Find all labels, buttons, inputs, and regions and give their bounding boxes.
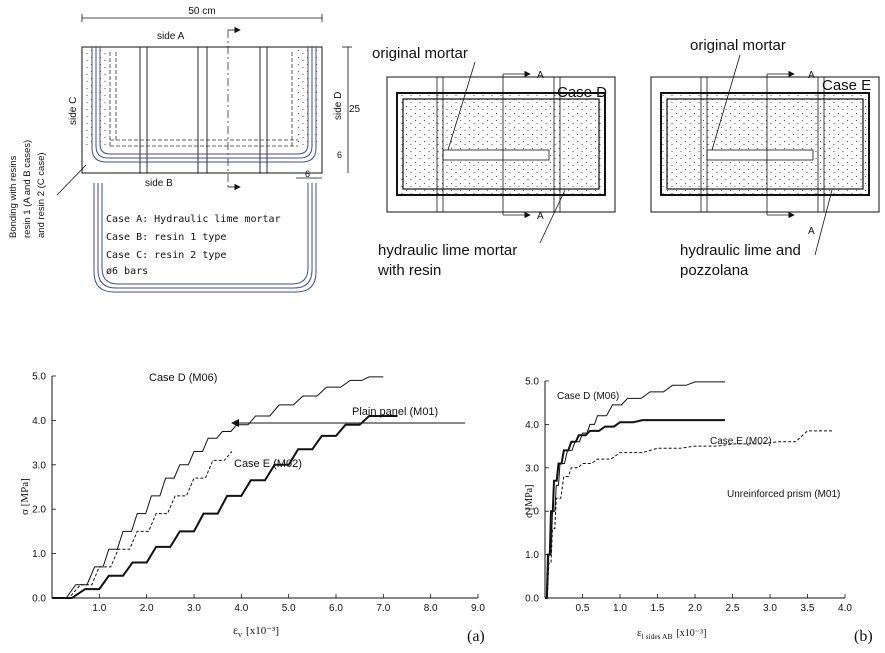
chart-b-annotation-unreinforced: Unreinforced prism (M01) [727, 489, 840, 500]
chart-b-x-tick-label: 1.0 [613, 603, 627, 614]
chart-a-series-1 [52, 451, 233, 599]
chart-a: 0.0 1.0 2.0 3.0 4.0 5.0 1.0 2.0 3.0 4.0 5.0 6.0 7.0 8… [19, 372, 485, 646]
case-b-label: Case B: resin 1 type [106, 232, 226, 243]
chart-b-x-tick-label: 4.0 [838, 603, 852, 614]
dim-height-label: 25 [349, 104, 361, 115]
side-c-label: side C [68, 97, 79, 125]
chart-a-panel-label: (a) [467, 628, 485, 645]
section-d-case-label: Case D [557, 84, 607, 101]
chart-b-x-tick-label: 2.0 [688, 603, 702, 614]
chart-b-ylabel: σ [MPa] [524, 485, 535, 518]
chart-b-series-0 [545, 381, 725, 599]
section-e-original-mortar: original mortar [690, 37, 786, 54]
side-d-label: side D [333, 92, 344, 120]
chart-b-xlabel: εl sides AB [x10⁻³] [637, 627, 706, 641]
chart-a-x-tick-label: 5.0 [282, 603, 296, 614]
chart-b-annotation-case-d: Case D (M06) [557, 391, 619, 402]
chart-b-series-1 [545, 419, 725, 599]
chart-b-x-tick-label: 3.0 [763, 603, 777, 614]
chart-b-annotation-case-e: Case E (M02) [710, 436, 772, 447]
side-a-label: side A [157, 31, 185, 42]
chart-a-annotation-plain: Plain panel (M01) [352, 406, 438, 418]
chart-a-series-2 [52, 415, 398, 599]
section-d-fill-2: with resin [377, 262, 441, 279]
chart-a-x-tick-label: 8.0 [424, 603, 438, 614]
bonding-text-2: resin 1 (A and B cases) [22, 140, 33, 238]
section-case-d: A A original mortar Case D hydraulic lim… [372, 45, 616, 279]
chart-a-x-tick-label: 1.0 [92, 603, 106, 614]
section-case-e: A A original mortar Case E hydraulic lim… [650, 37, 880, 279]
case-c-label: Case C: resin 2 type [106, 250, 226, 261]
chart-a-x-tick-label: 7.0 [376, 603, 390, 614]
case-a-label: Case A: Hydraulic lime mortar [106, 214, 281, 225]
chart-a-xlabel: εv [x10⁻³] [233, 623, 279, 639]
section-d-a-top: A [537, 70, 544, 81]
section-e-a-top: A [808, 70, 815, 81]
chart-a-x-tick-label: 6.0 [329, 603, 343, 614]
chart-b-y-tick-label: 0.0 [525, 594, 539, 605]
section-d-original-mortar: original mortar [372, 45, 468, 62]
chart-a-y-tick-label: 5.0 [32, 372, 46, 383]
chart-a-x-tick-label: 2.0 [140, 603, 154, 614]
chart-b-y-tick-label: 2.0 [525, 507, 539, 518]
chart-a-y-tick-label: 3.0 [32, 460, 46, 471]
side-b-label: side B [145, 178, 173, 189]
chart-a-x-tick-label: 9.0 [471, 603, 485, 614]
section-d-a-bottom: A [537, 211, 544, 222]
chart-b-y-tick-label: 5.0 [525, 377, 539, 388]
bonding-text-3: and resin 2 (C case) [36, 152, 47, 238]
chart-a-y-tick-label: 2.0 [32, 505, 46, 516]
section-d-fill-1: hydraulic lime mortar [378, 242, 517, 259]
reinforcement-sketch: 50 cm side A side B side C side D 25 6 6 [8, 6, 361, 293]
chart-b-x-tick-label: 3.5 [801, 603, 815, 614]
chart-b-x-tick-label: 1.5 [651, 603, 665, 614]
chart-b-x-tick-label: 2.5 [726, 603, 740, 614]
chart-b-y-tick-label: 4.0 [525, 420, 539, 431]
section-e-case-label: Case E [822, 77, 871, 94]
chart-b-series-2 [545, 430, 834, 599]
chart-b-x-tick-label: 0.5 [576, 603, 590, 614]
dim-width-label: 50 cm [188, 6, 215, 17]
bars-label: ø6 bars [106, 266, 148, 277]
chart-a-x-tick-label: 4.0 [234, 603, 248, 614]
chart-b: 0.0 1.0 2.0 3.0 4.0 5.0 0.5 1.0 1.5 2.0 2.5 3.0 3.5 4… [524, 377, 873, 646]
chart-a-y-tick-label: 4.0 [32, 416, 46, 427]
bonding-text-1: Bonding with resins [8, 155, 19, 238]
chart-a-x-tick-label: 3.0 [187, 603, 201, 614]
chart-a-y-tick-label: 0.0 [32, 594, 46, 605]
dim-6-side-label: 6 [337, 150, 342, 160]
chart-b-y-tick-label: 3.0 [525, 463, 539, 474]
chart-a-series-0 [52, 376, 384, 599]
chart-a-y-tick-label: 1.0 [32, 549, 46, 560]
chart-a-ylabel: σ [MPa] [19, 478, 31, 515]
section-e-fill-1: hydraulic lime and [680, 242, 801, 259]
chart-a-annotation-case-d: Case D (M06) [149, 372, 217, 384]
chart-b-y-tick-label: 1.0 [525, 550, 539, 561]
section-e-fill-2: pozzolana [680, 262, 749, 279]
chart-b-panel-label: (b) [854, 628, 873, 645]
dim-6-bottom-label: 6 [305, 169, 310, 179]
chart-a-annotation-case-e: Case E (M02) [234, 458, 302, 470]
section-e-a-bottom: A [808, 226, 815, 237]
